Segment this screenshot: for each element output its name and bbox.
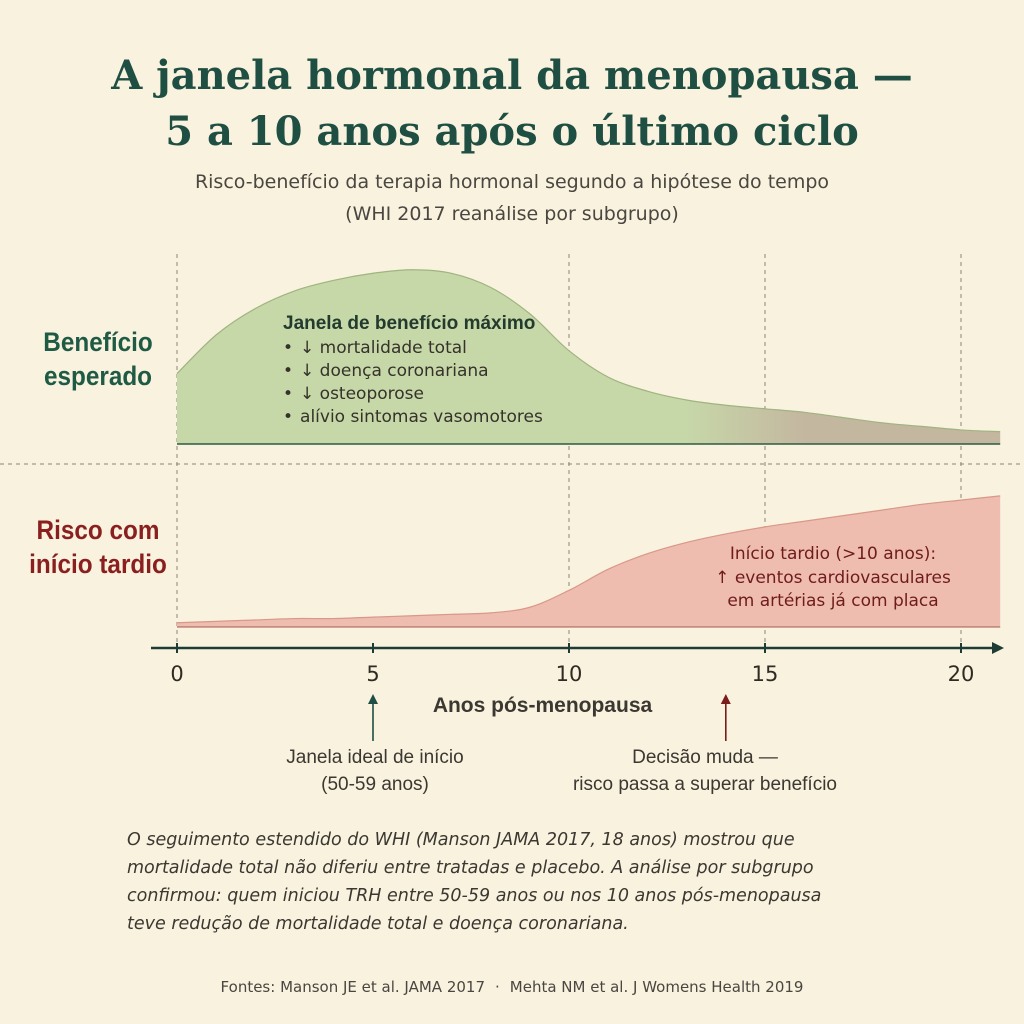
decision-note-line1: Decisão muda — — [632, 747, 778, 768]
x-tick-label: 0 — [170, 662, 183, 686]
x-tick-label: 5 — [366, 662, 379, 686]
benefit-list: ↓ mortalidade total ↓ doença coronariana… — [283, 337, 543, 429]
risk-band-label-line1: Risco com — [36, 515, 160, 545]
summary-paragraph: O seguimento estendido do WHI (Manson JA… — [127, 826, 917, 938]
risk-band-label-line2: início tardio — [29, 549, 167, 579]
benefit-band-label: Benefício esperado — [26, 325, 170, 393]
benefit-annotation-heading: Janela de benefício máximo — [283, 313, 536, 334]
summary-line: teve redução de mortalidade total e doen… — [127, 914, 629, 934]
x-tick-label: 10 — [556, 662, 583, 686]
source-1: Fontes: Manson JE et al. JAMA 2017 — [220, 978, 485, 996]
benefit-list-item: ↓ mortalidade total — [283, 337, 543, 360]
source-2: Mehta NM et al. J Womens Health 2019 — [509, 978, 804, 996]
source-separator: · — [495, 978, 500, 996]
benefit-list-item: ↓ osteoporose — [283, 383, 543, 406]
risk-annotation-line: ↑ eventos cardiovasculares — [715, 568, 951, 588]
x-tick-label: 20 — [948, 662, 975, 686]
ideal-window-note: Janela ideal de início (50-59 anos) — [245, 744, 505, 798]
chart-title-line1: A janela hormonal da menopausa — — [111, 52, 913, 99]
benefit-list-item: ↓ doença coronariana — [283, 360, 543, 383]
ideal-window-note-line1: Janela ideal de início — [286, 747, 464, 768]
benefit-band-label-line2: esperado — [43, 361, 153, 391]
x-axis-arrowhead — [992, 642, 1004, 654]
benefit-list-item: alívio sintomas vasomotores — [283, 406, 543, 429]
risk-area — [177, 495, 1001, 627]
ideal-window-note-line2: (50-59 anos) — [321, 774, 429, 795]
benefit-band-label-line1: Benefício — [43, 327, 153, 357]
risk-annotation: Início tardio (>10 anos): ↑ eventos card… — [688, 543, 978, 613]
decision-note-line2: risco passa a superar benefício — [572, 774, 838, 795]
risk-band-label: Risco com início tardio — [26, 513, 170, 581]
x-axis-title: Anos pós-menopausa — [432, 694, 653, 717]
chart-subtitle-line2: (WHI 2017 reanálise por subgrupo) — [345, 203, 679, 225]
risk-annotation-line: em artérias já com placa — [727, 591, 939, 611]
decision-note: Decisão muda — risco passa a superar ben… — [545, 744, 865, 798]
sources-footer: Fontes: Manson JE et al. JAMA 2017 · Mehta… — [0, 978, 1024, 996]
ideal-marker-arrowhead — [368, 694, 378, 704]
benefit-curve — [176, 269, 1001, 433]
risk-annotation-heading: Início tardio (>10 anos): — [729, 544, 937, 564]
summary-line: confirmou: quem iniciou TRH entre 50-59 … — [127, 886, 822, 906]
x-tick-label: 15 — [752, 662, 779, 686]
risk-curve — [176, 495, 1001, 624]
chart-subtitle-line1: Risco-benefício da terapia hormonal segu… — [194, 171, 830, 193]
summary-line: mortalidade total não diferiu entre trat… — [127, 858, 814, 878]
benefit-annotation: Janela de benefício máximo ↓ mortalidade… — [283, 312, 543, 429]
decision-marker-arrowhead — [720, 694, 731, 704]
summary-line: O seguimento estendido do WHI (Manson JA… — [127, 830, 795, 850]
chart-title-line2: 5 a 10 anos após o último ciclo — [165, 108, 859, 155]
